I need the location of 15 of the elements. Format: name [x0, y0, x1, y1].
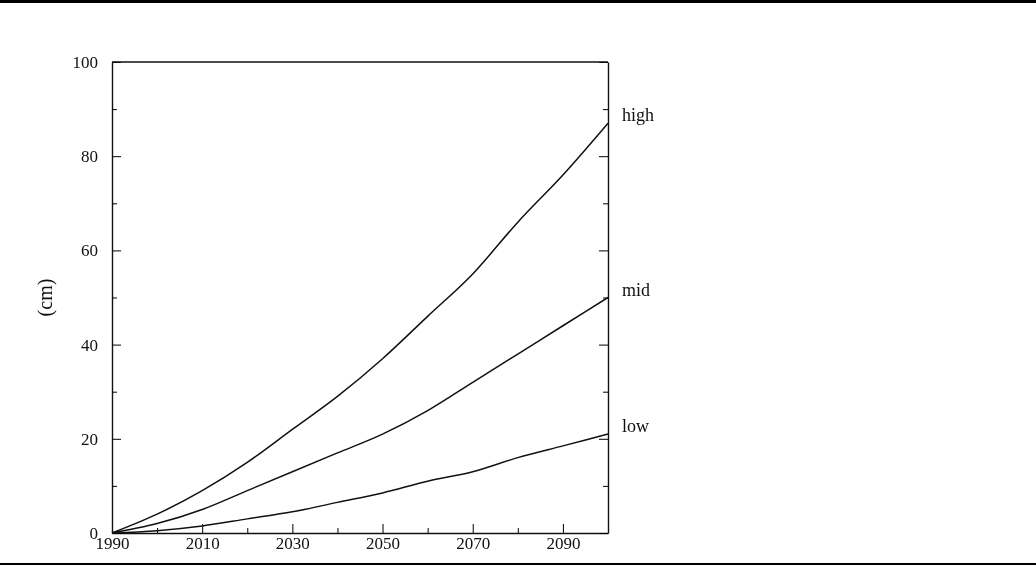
y-axis-title: (cm) [34, 278, 57, 317]
y-tick-label: 100 [72, 52, 98, 72]
x-tick-label: 2050 [366, 534, 401, 554]
y-tick-label: 0 [89, 523, 98, 543]
x-tick-label: 2070 [456, 534, 491, 554]
series-label: mid [622, 279, 651, 300]
y-tick-label: 20 [81, 429, 98, 449]
x-tick-label: 2010 [185, 534, 220, 554]
series-label: high [622, 105, 655, 126]
y-tick-label: 40 [81, 335, 98, 355]
x-tick-label: 2090 [546, 534, 581, 554]
y-tick-label: 60 [81, 241, 98, 261]
series-label: low [622, 416, 649, 437]
y-tick-label: 80 [81, 147, 98, 167]
x-tick-label: 2030 [275, 534, 310, 554]
